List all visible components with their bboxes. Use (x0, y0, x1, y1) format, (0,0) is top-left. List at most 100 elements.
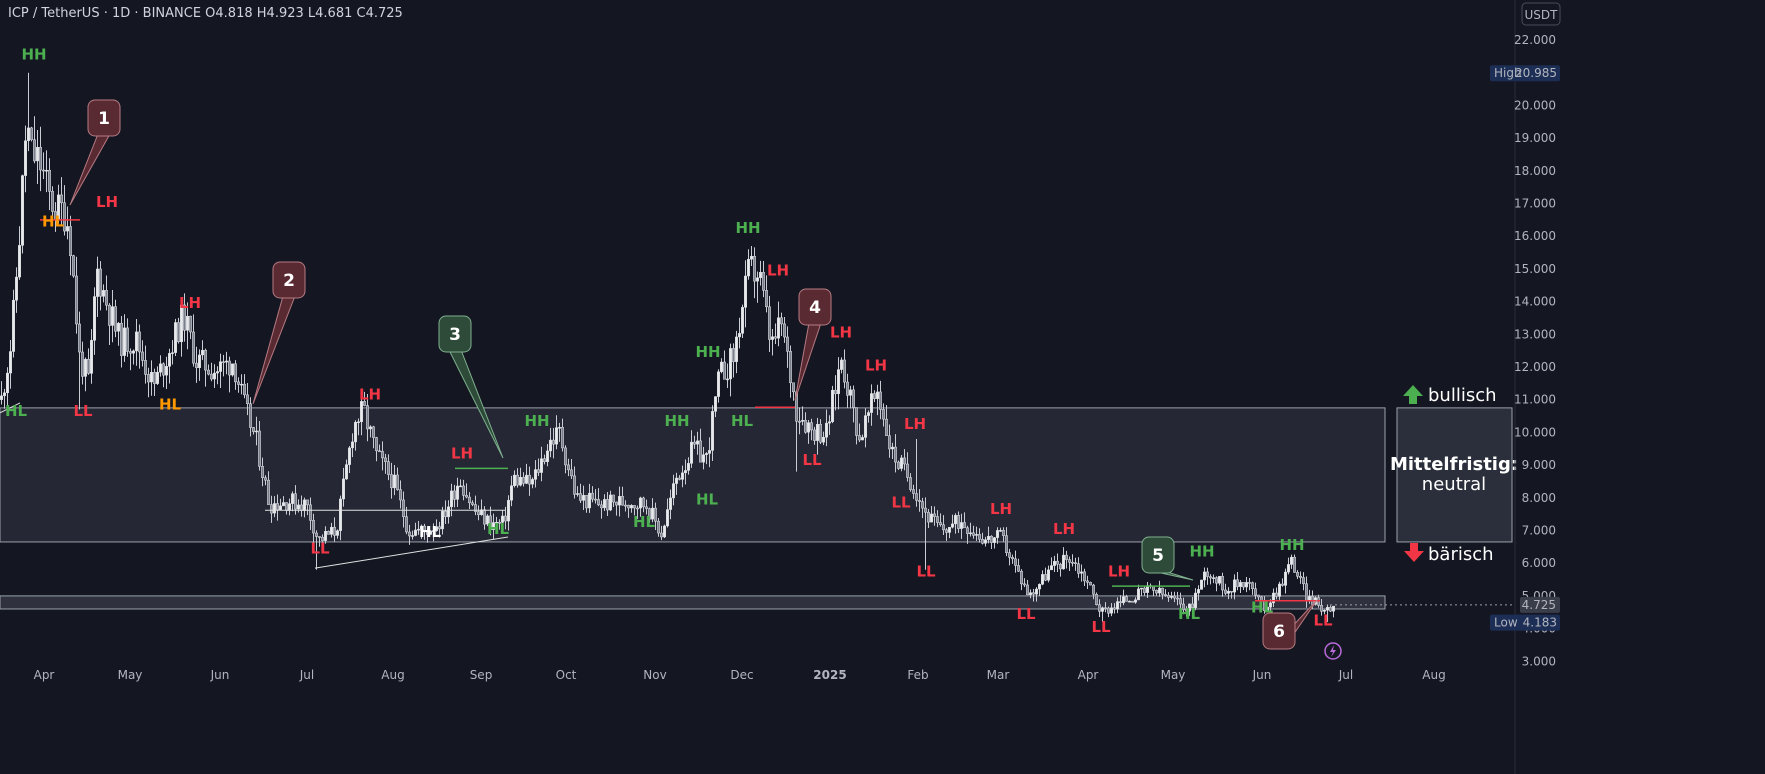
swing-label-lh: LH (96, 193, 118, 211)
candle (339, 498, 342, 531)
candle (333, 526, 336, 536)
candle (1188, 603, 1191, 612)
candle (807, 422, 810, 433)
candle (528, 474, 531, 485)
candle (1326, 607, 1329, 611)
candle (771, 336, 774, 340)
candle (105, 290, 108, 306)
candle (714, 396, 717, 412)
swing-label-ll: LL (1016, 605, 1036, 623)
candle (948, 526, 951, 533)
candle (432, 530, 435, 532)
candle (63, 202, 66, 232)
candle (1293, 556, 1296, 573)
candle (885, 418, 888, 436)
candle (879, 391, 882, 410)
candle (1176, 597, 1179, 600)
candle (684, 470, 687, 474)
candle (1251, 582, 1254, 589)
candle (24, 140, 27, 176)
candle (1245, 582, 1248, 588)
candle (1299, 575, 1302, 578)
candle (1008, 552, 1011, 558)
candle (654, 507, 657, 522)
callout-box (798, 288, 832, 326)
candle (903, 457, 906, 465)
candle (1026, 584, 1029, 596)
candle (243, 383, 246, 396)
candle (813, 429, 816, 441)
candle (864, 415, 867, 438)
swing-label-hl: HL (696, 490, 719, 508)
candle (120, 322, 123, 356)
price-tick-label: 18.000 (1514, 164, 1556, 178)
candle (36, 146, 39, 162)
time-tick-label: May (118, 668, 143, 682)
candle (882, 409, 885, 420)
candle (207, 369, 210, 375)
candle (870, 393, 873, 413)
low-label: L (308, 6, 316, 21)
swing-label-lh: LH (865, 356, 887, 374)
price-tick-label: 8.000 (1522, 491, 1556, 505)
candle (933, 513, 936, 517)
candle (255, 430, 258, 433)
arrow-up-icon (1403, 385, 1423, 404)
candle (438, 526, 441, 530)
candle (774, 336, 777, 339)
candle (90, 340, 93, 374)
candle (15, 276, 18, 301)
candle (789, 351, 792, 384)
lightning-icon[interactable] (1324, 642, 1342, 660)
candle (801, 420, 804, 422)
swing-label-hl: HL (1178, 605, 1201, 623)
candle (360, 401, 363, 423)
candle (405, 516, 408, 533)
candle (126, 327, 129, 352)
candle (1233, 579, 1236, 593)
candle (816, 424, 819, 441)
candle (810, 422, 813, 431)
candle (408, 531, 411, 537)
candle (135, 331, 138, 352)
candle (198, 354, 201, 369)
candle (642, 497, 645, 508)
candle (1062, 554, 1065, 570)
candle (762, 272, 765, 291)
candle (645, 506, 648, 509)
price-tick-label: 11.000 (1514, 393, 1556, 407)
candle (1116, 601, 1119, 610)
callout-number: 3 (449, 325, 461, 345)
last-price-badge (1520, 596, 1560, 613)
candle (621, 496, 624, 506)
candle (1014, 558, 1017, 566)
candle (426, 530, 429, 535)
candle (765, 290, 768, 308)
candle (1101, 607, 1104, 612)
candle (558, 427, 561, 429)
candle (660, 532, 663, 538)
price-tick-label: 7.000 (1522, 524, 1556, 538)
candle (960, 522, 963, 529)
candle (759, 272, 762, 279)
candle (234, 363, 237, 383)
candle (741, 307, 744, 334)
swing-label-hl: HL (731, 412, 754, 430)
candle (1104, 607, 1107, 610)
candle (930, 513, 933, 523)
candle (1119, 601, 1122, 603)
candle (384, 457, 387, 462)
candle (546, 450, 549, 463)
candle (996, 530, 999, 538)
currency-button-label[interactable]: USDT (1525, 8, 1559, 22)
candle (99, 268, 102, 297)
currency-button[interactable] (1521, 2, 1561, 26)
callout-number: 6 (1273, 622, 1285, 642)
swing-label-hl: HL (42, 212, 65, 230)
candle (972, 532, 975, 536)
price-tick-label: 3.000 (1522, 654, 1556, 668)
candle (1029, 592, 1032, 596)
candle (849, 389, 852, 396)
swing-label-lh: LH (451, 445, 473, 463)
